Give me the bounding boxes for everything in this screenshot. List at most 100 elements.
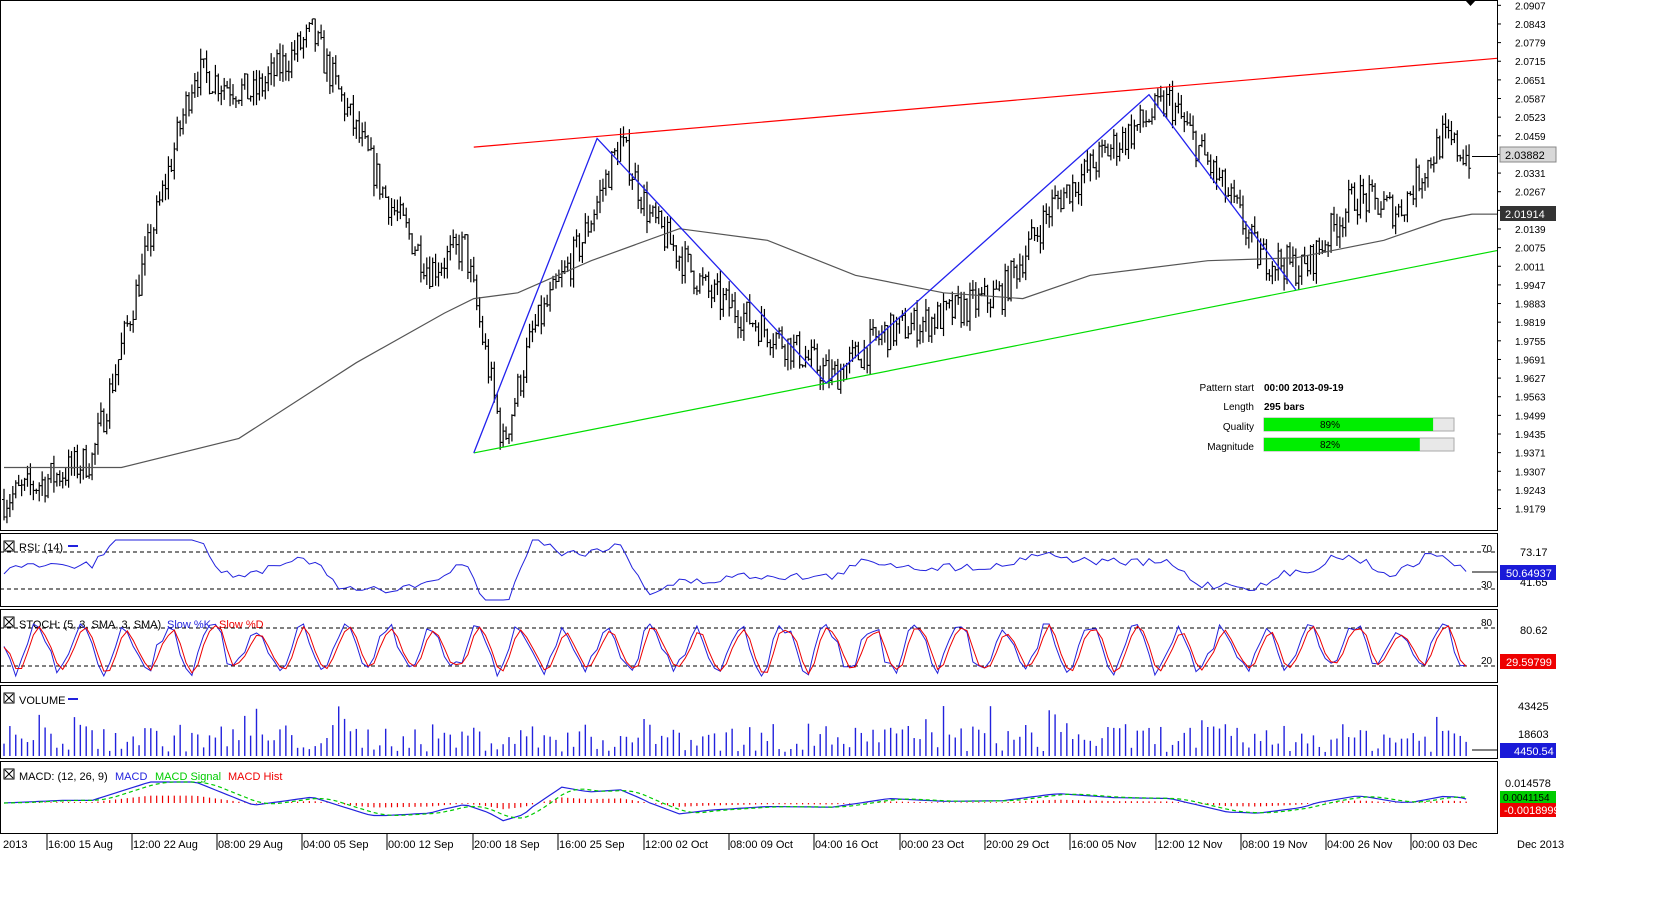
time-tick-label: 08:00 19 Nov <box>1242 839 1308 851</box>
price-bar <box>932 313 937 335</box>
price-bar <box>1088 153 1093 182</box>
time-tick-label: 16:00 05 Nov <box>1071 839 1137 851</box>
price-bar <box>480 315 485 346</box>
price-bar <box>322 30 327 74</box>
price-tick-label: 1.9819 <box>1515 318 1546 329</box>
price-bar <box>430 257 435 288</box>
price-bar <box>1334 213 1339 247</box>
price-tick-label: 2.0459 <box>1515 132 1546 143</box>
price-tick-label: 2.0779 <box>1515 39 1546 50</box>
price-bar <box>266 66 271 92</box>
rsi-line <box>3 539 1497 601</box>
price-bar <box>1014 264 1019 289</box>
price-tick-label: 1.9691 <box>1515 355 1546 366</box>
price-bar <box>539 295 544 335</box>
price-bar <box>216 73 221 102</box>
price-bar <box>918 324 923 345</box>
price-bar <box>727 281 732 317</box>
price-bar <box>424 257 429 285</box>
price-bar <box>1420 178 1425 199</box>
price-bar <box>1346 179 1351 223</box>
price-bar <box>1299 254 1304 285</box>
price-bar <box>1467 144 1472 179</box>
price-bar <box>600 178 605 202</box>
price-bar <box>888 312 893 351</box>
price-bar <box>157 191 162 206</box>
price-bar <box>339 86 344 102</box>
price-bar <box>700 267 705 286</box>
price-bar <box>254 69 259 106</box>
time-tick-label: 04:00 05 Sep <box>303 839 368 851</box>
price-bar <box>1020 255 1025 278</box>
price-bar <box>1446 119 1451 139</box>
price-bar <box>1179 94 1184 119</box>
price-bar <box>57 470 62 487</box>
price-bar <box>421 263 426 280</box>
price-bar <box>609 150 614 191</box>
price-bar <box>524 337 529 383</box>
price-bar <box>1399 199 1404 217</box>
price-bar <box>348 103 353 116</box>
price-bar <box>583 213 588 244</box>
time-tick-label: 04:00 26 Nov <box>1327 839 1393 851</box>
price-bar <box>1188 113 1193 127</box>
price-bar <box>1376 197 1381 215</box>
price-bar <box>738 316 743 338</box>
price-bar <box>988 298 993 318</box>
price-bar <box>477 296 482 328</box>
price-bar <box>137 274 142 297</box>
price-bar <box>251 70 256 106</box>
price-bar <box>277 43 282 81</box>
price-bar <box>1267 269 1272 281</box>
price-bar <box>104 413 109 435</box>
price-bar <box>791 334 796 368</box>
price-bar <box>154 195 159 235</box>
length-value: 295 bars <box>1264 402 1305 413</box>
price-bar <box>22 477 27 491</box>
macd-hist-legend: MACD Hist <box>228 771 282 783</box>
price-bar <box>862 339 867 370</box>
price-bar <box>1073 182 1078 197</box>
price-bar <box>283 53 288 81</box>
price-bar <box>656 206 661 225</box>
price-bar <box>1232 179 1237 204</box>
price-bar <box>1314 240 1319 284</box>
price-bar <box>1396 203 1401 218</box>
macd-close-icon[interactable] <box>3 768 15 780</box>
price-bar <box>1067 184 1072 205</box>
price-bar <box>1323 240 1328 253</box>
rsi-level-30: 30 <box>1481 580 1493 591</box>
rsi-close-icon[interactable] <box>3 540 15 552</box>
price-bar <box>298 31 303 51</box>
price-bar <box>1428 157 1433 169</box>
price-bar <box>1361 178 1366 204</box>
price-tick-label: 1.9435 <box>1515 430 1546 441</box>
price-bar <box>950 291 955 326</box>
price-bar <box>589 220 594 233</box>
stoch-close-icon[interactable] <box>3 616 15 628</box>
price-tick-label: 1.9563 <box>1515 393 1546 404</box>
macd-label: MACD: (12, 26, 9) <box>19 771 108 783</box>
price-bar <box>868 318 873 375</box>
price-bar <box>198 48 203 96</box>
quality-percent: 89% <box>1320 420 1340 431</box>
price-bar <box>1064 184 1069 199</box>
price-bar <box>1100 139 1105 158</box>
price-bar <box>222 77 227 100</box>
price-bar <box>1355 198 1360 225</box>
price-bar <box>163 173 168 201</box>
volume-close-icon[interactable] <box>3 692 15 704</box>
price-bar <box>647 204 652 224</box>
scroll-marker-icon[interactable] <box>1465 0 1476 6</box>
price-bar <box>374 153 379 189</box>
panel-frames <box>0 0 1498 834</box>
price-bar <box>1017 253 1022 283</box>
macd-lines <box>3 781 1467 822</box>
price-bar <box>336 74 341 90</box>
pattern-lines <box>473 57 1498 454</box>
price-bar <box>912 307 917 331</box>
price-bar <box>1138 104 1143 133</box>
price-bar <box>527 323 532 349</box>
price-bar <box>1287 242 1292 265</box>
